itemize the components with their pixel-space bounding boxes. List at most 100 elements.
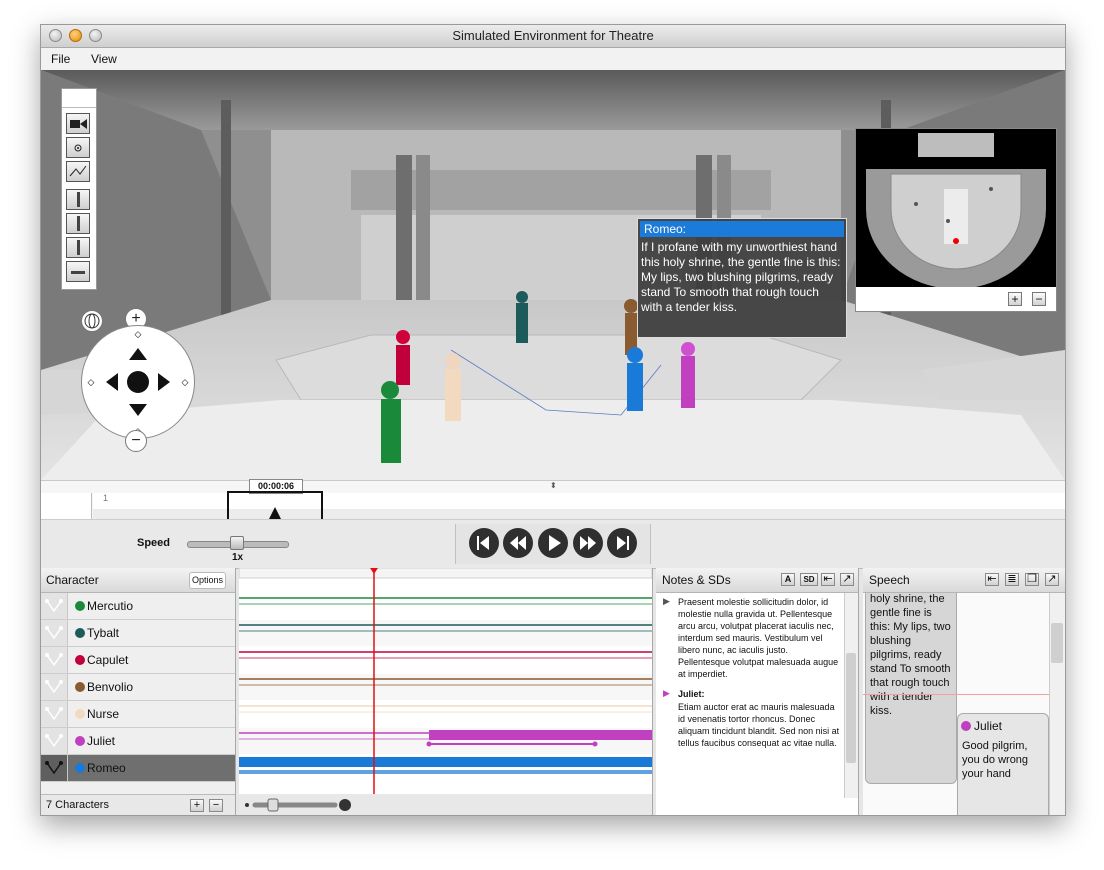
zoom-in-button[interactable]: + — [125, 308, 147, 330]
jump-end-button[interactable] — [607, 528, 637, 558]
character-name: Romeo — [87, 761, 126, 775]
character-color-dot — [75, 601, 85, 611]
character-color-dot — [75, 736, 85, 746]
character-row-nurse[interactable]: Nurse — [41, 701, 235, 728]
move-up-icon — [129, 348, 147, 360]
camera-tool-button[interactable] — [66, 113, 90, 134]
timeline-marker-label: 1 — [103, 493, 109, 503]
actor-nurse-figure — [445, 353, 461, 421]
character-pose-icon[interactable] — [41, 647, 68, 673]
actor-mercutio-figure — [381, 381, 401, 463]
svg-text:◇: ◇ — [88, 377, 95, 387]
speech-card-romeo-text: holy shrine, the gentle fine is this: My… — [870, 593, 951, 717]
actor-tool-4-button[interactable] — [66, 261, 90, 282]
notes-panel-title: Notes & SDs — [662, 573, 731, 587]
minimap-footer: + − — [856, 287, 1056, 311]
speech-export-icon[interactable]: ⇤ — [985, 573, 999, 586]
notes-panel: Notes & SDs A SD ⇤ ↗ ▶ Praesent molestie… — [656, 568, 859, 815]
speech-card-juliet-speaker: Juliet — [974, 719, 1003, 733]
character-pose-icon[interactable] — [41, 728, 68, 754]
add-character-button[interactable]: + — [190, 799, 204, 812]
notes-export-icon[interactable]: ⇤ — [821, 573, 835, 586]
character-pose-icon[interactable] — [41, 593, 68, 619]
zoom-out-button[interactable]: − — [125, 430, 147, 452]
character-row-mercutio[interactable]: Mercutio — [41, 593, 235, 620]
fast-forward-button[interactable] — [573, 528, 603, 558]
zoom-window-button[interactable] — [89, 29, 102, 42]
theatre-minimap[interactable]: + − — [855, 128, 1057, 312]
splitter-handle[interactable]: ⬍ — [550, 481, 557, 490]
playback-controls: Speed 1x — [41, 519, 1065, 569]
add-stage-direction-button[interactable]: SD — [800, 573, 818, 586]
character-row-tybalt[interactable]: Tybalt — [41, 620, 235, 647]
character-row-benvolio[interactable]: Benvolio — [41, 674, 235, 701]
minimap-zoom-out-button[interactable]: − — [1032, 292, 1046, 306]
bubble-text: If I profane with my unworthiest hand th… — [641, 240, 841, 314]
orbit-toggle-button[interactable] — [81, 310, 103, 332]
bubble-speaker: Romeo: — [640, 221, 844, 237]
timeline-tracks[interactable] — [239, 568, 653, 815]
character-name: Mercutio — [87, 599, 134, 613]
character-name: Benvolio — [87, 680, 134, 694]
character-name: Nurse — [87, 707, 120, 721]
speech-card-juliet[interactable]: Juliet Good pilgrim, you do wrong your h… — [957, 713, 1049, 815]
point-tool-button[interactable] — [66, 137, 90, 158]
character-pose-icon[interactable] — [41, 755, 68, 781]
notes-popout-icon[interactable]: ↗ — [840, 573, 854, 586]
actor-tool-1-button[interactable] — [66, 189, 90, 210]
actor-tool-2-button[interactable] — [66, 213, 90, 234]
speech-bubble: Romeo: If I profane with my unworthiest … — [637, 218, 847, 338]
speech-scrollbar[interactable] — [1049, 593, 1065, 815]
menu-bar: File View — [41, 48, 1065, 71]
menu-file[interactable]: File — [51, 52, 71, 66]
character-row-juliet[interactable]: Juliet — [41, 728, 235, 755]
character-color-dot — [75, 655, 85, 665]
minimap-zoom-in-button[interactable]: + — [1008, 292, 1022, 306]
speech-playhead-line — [863, 694, 1049, 695]
speech-card-romeo[interactable]: holy shrine, the gentle fine is this: My… — [865, 593, 957, 784]
character-color-dot — [75, 682, 85, 692]
play-button[interactable] — [538, 528, 568, 558]
speech-popout-icon[interactable]: ↗ — [1045, 573, 1059, 586]
minimize-window-button[interactable] — [69, 29, 82, 42]
character-color-dot — [75, 763, 85, 773]
character-pose-icon[interactable] — [41, 701, 68, 727]
speech-panel: Speech ⇤ ≣ ❐ ↗ holy shrine, the gentle f… — [863, 568, 1065, 815]
actor-romeo-figure — [627, 347, 643, 411]
juliet-note-disclosure-icon[interactable]: ▶ — [663, 688, 670, 698]
add-annotation-button[interactable]: A — [781, 573, 795, 586]
stage-viewport[interactable]: + ◇ ◇ ◇ ◇ − Romeo: If I profane with my … — [41, 70, 1065, 480]
character-color-dot — [75, 628, 85, 638]
rewind-button[interactable] — [503, 528, 533, 558]
character-options-button[interactable]: Options — [189, 572, 227, 589]
minimap-render — [856, 129, 1056, 289]
jump-start-button[interactable] — [469, 528, 499, 558]
note-entry-2: Etiam auctor erat ac mauris malesuada id… — [678, 702, 840, 748]
actor-tool-3-button[interactable] — [66, 237, 90, 258]
playhead-time: 00:00:06 — [249, 479, 303, 494]
move-down-icon — [129, 404, 147, 416]
svg-text:◇: ◇ — [135, 329, 142, 339]
character-pose-icon[interactable] — [41, 620, 68, 646]
remove-character-button[interactable]: − — [209, 799, 223, 812]
character-name: Capulet — [87, 653, 129, 667]
character-pose-icon[interactable] — [41, 674, 68, 700]
character-row-capulet[interactable]: Capulet — [41, 647, 235, 674]
close-window-button[interactable] — [49, 29, 62, 42]
character-row-romeo[interactable]: Romeo — [41, 755, 235, 782]
actor-benvolio-figure — [624, 299, 638, 355]
speech-window-icon[interactable]: ❐ — [1025, 573, 1039, 586]
speed-slider-thumb[interactable] — [230, 536, 244, 550]
actor-capulet-figure — [396, 330, 410, 385]
timeline-tracks-render — [239, 568, 652, 815]
note-disclosure-icon[interactable]: ▶ — [663, 596, 670, 606]
speed-value: 1x — [232, 552, 244, 563]
notes-scrollbar[interactable] — [844, 593, 858, 798]
speech-list-icon[interactable]: ≣ — [1005, 573, 1019, 586]
actor-tybalt-figure — [516, 291, 528, 343]
character-name: Tybalt — [87, 626, 120, 640]
timeline-scrubber[interactable]: 1 ⬍ 00:00:06 — [41, 479, 1065, 525]
navigation-pad[interactable]: ◇ ◇ ◇ ◇ — [81, 325, 195, 439]
path-tool-button[interactable] — [66, 161, 90, 182]
menu-view[interactable]: View — [91, 52, 117, 66]
